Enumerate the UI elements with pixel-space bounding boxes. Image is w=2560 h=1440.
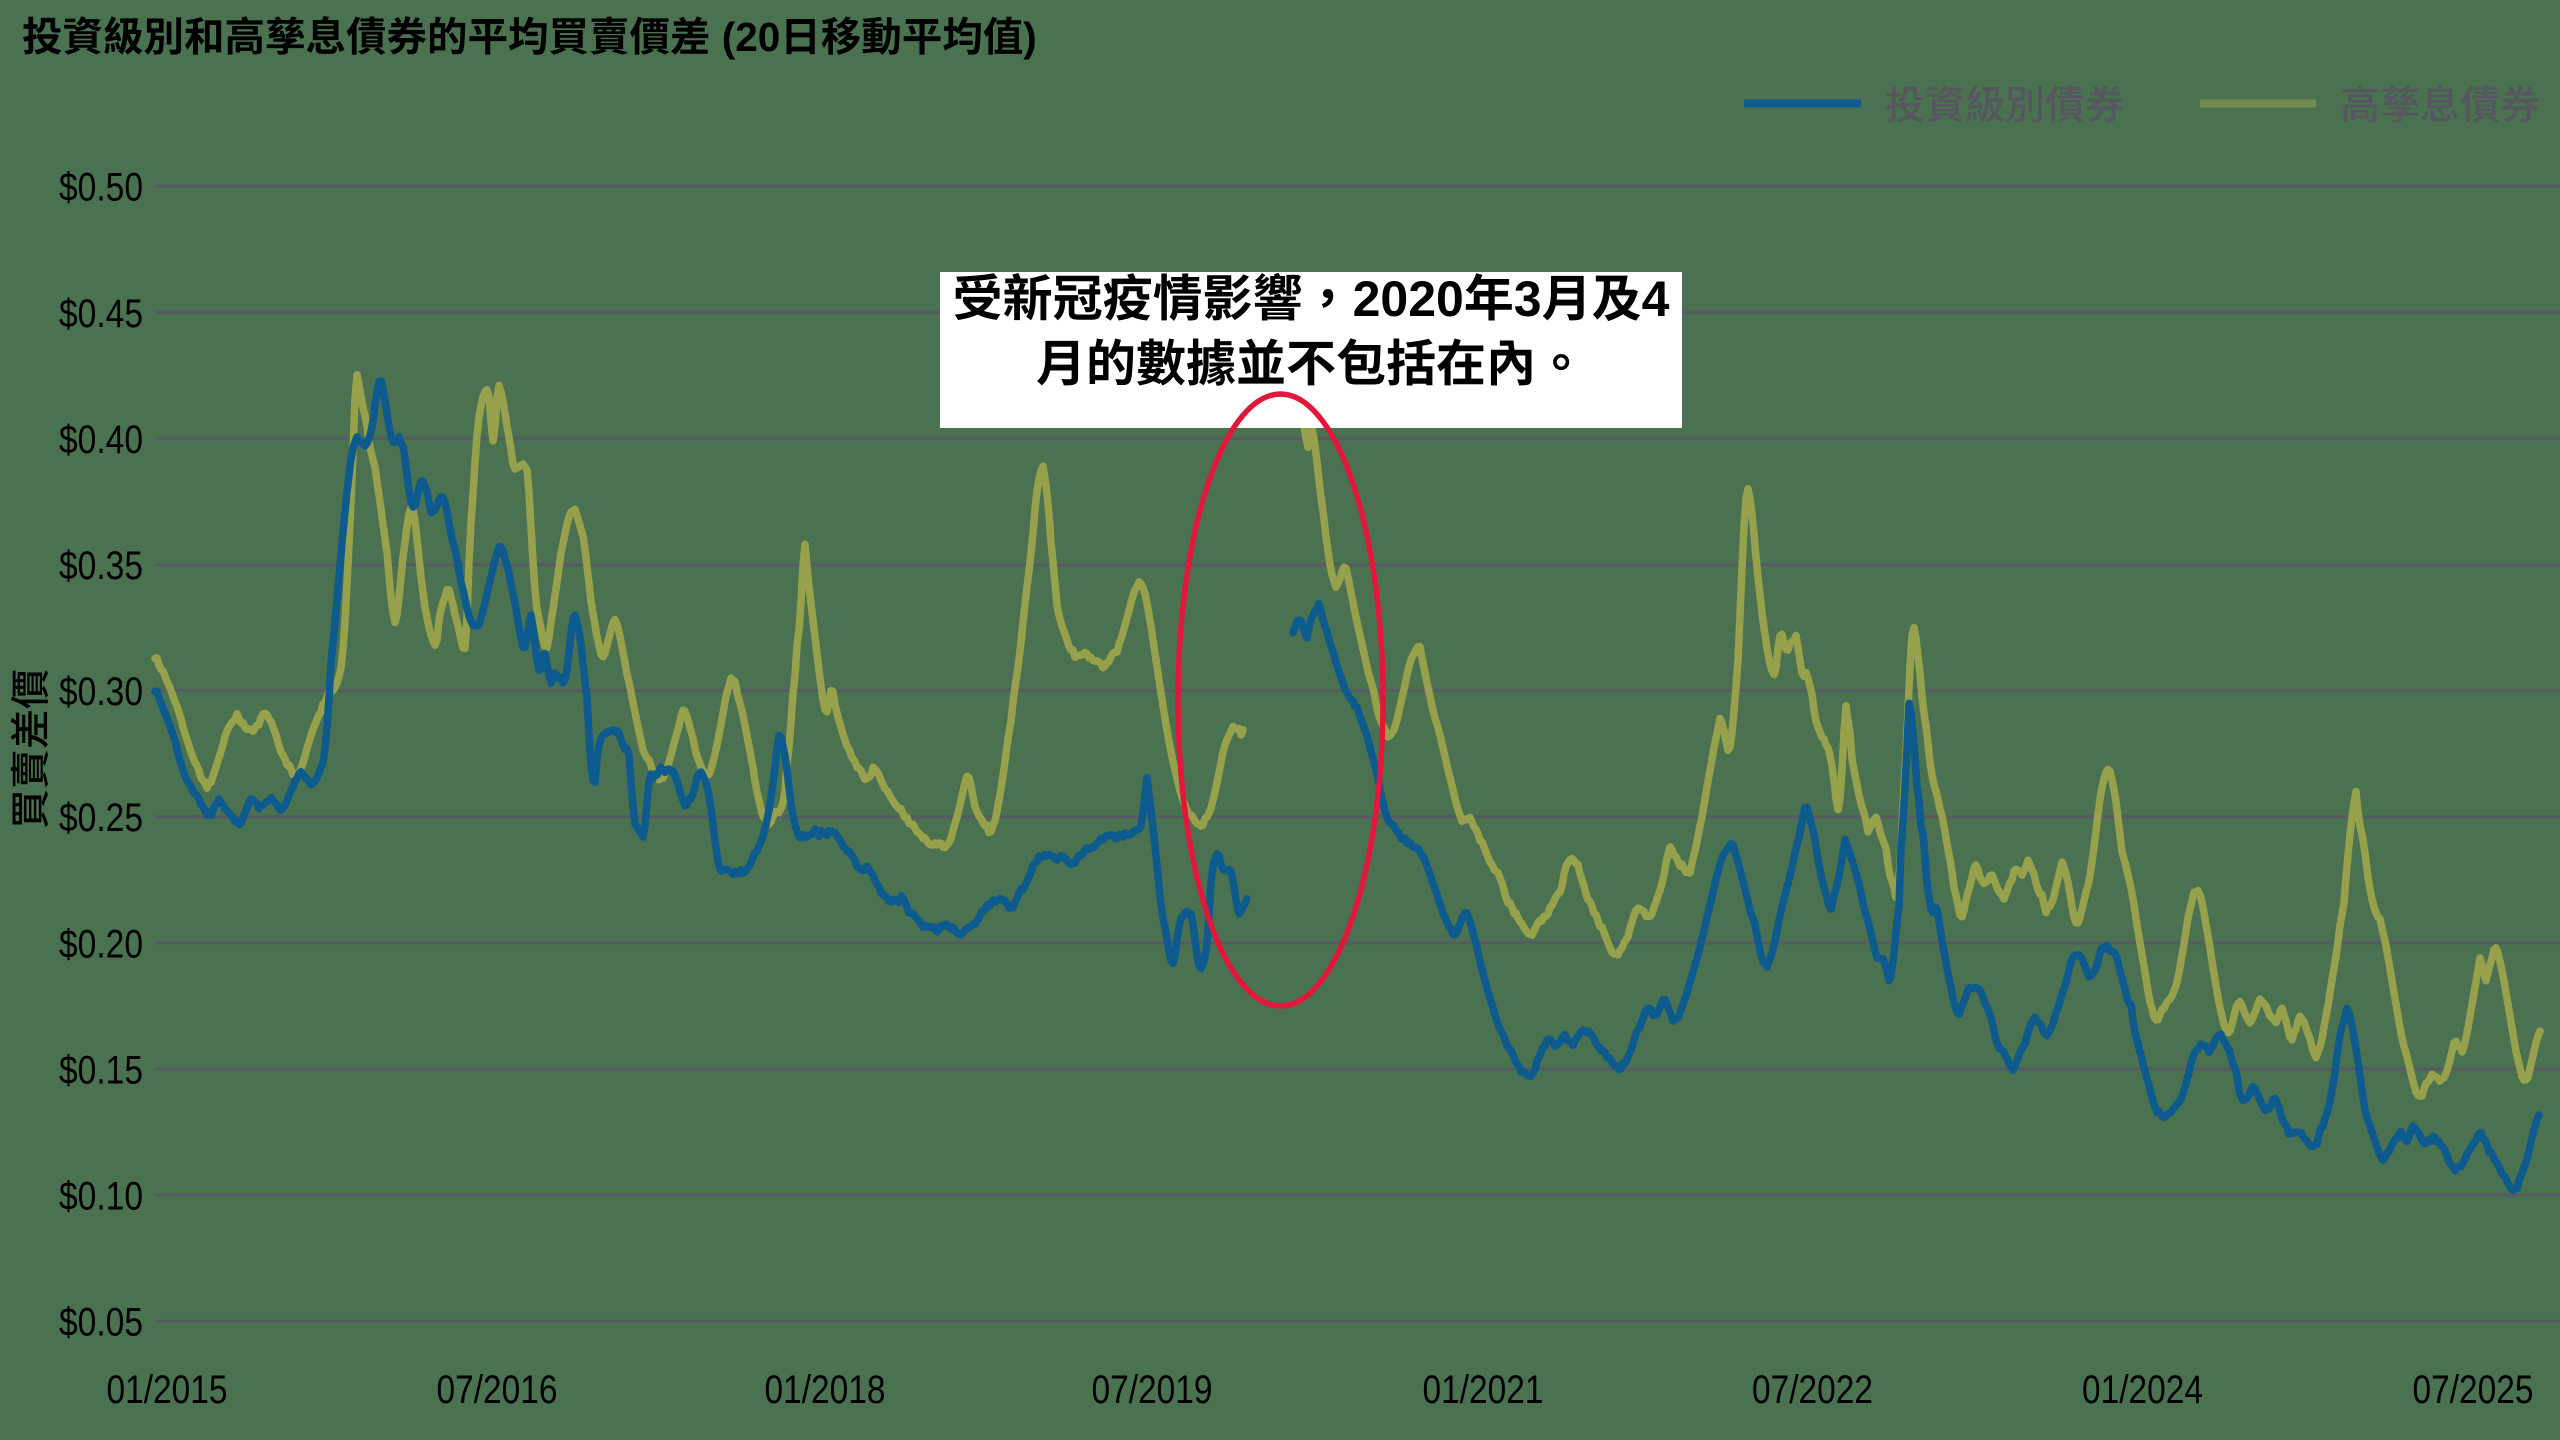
svg-text:): ) (1023, 14, 1037, 60)
svg-text:3: 3 (1514, 271, 1542, 327)
svg-text:(20: (20 (722, 14, 781, 60)
svg-text:$0.30: $0.30 (59, 670, 143, 714)
svg-text:$0.05: $0.05 (59, 1301, 143, 1345)
svg-text:$0.15: $0.15 (59, 1049, 143, 1093)
svg-text:01/2015: 01/2015 (107, 1368, 228, 1412)
svg-text:4: 4 (1642, 271, 1670, 327)
svg-text:$0.40: $0.40 (59, 418, 143, 462)
svg-text:01/2021: 01/2021 (1423, 1368, 1544, 1412)
svg-text:2020: 2020 (1353, 271, 1464, 327)
svg-text:07/2022: 07/2022 (1752, 1368, 1873, 1412)
svg-text:07/2025: 07/2025 (2413, 1368, 2534, 1412)
svg-text:$0.45: $0.45 (59, 292, 143, 336)
svg-text:$0.20: $0.20 (59, 922, 143, 966)
svg-text:07/2019: 07/2019 (1092, 1368, 1213, 1412)
svg-text:$0.50: $0.50 (59, 166, 143, 210)
svg-text:07/2016: 07/2016 (437, 1368, 558, 1412)
svg-text:01/2024: 01/2024 (2082, 1368, 2203, 1412)
svg-text:$0.25: $0.25 (59, 796, 143, 840)
svg-text:$0.35: $0.35 (59, 544, 143, 588)
svg-text:01/2018: 01/2018 (765, 1368, 886, 1412)
svg-text:$0.10: $0.10 (59, 1175, 143, 1219)
